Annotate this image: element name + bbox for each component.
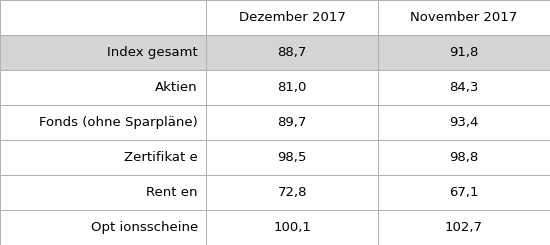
Bar	[0, 0, 206, 35]
Text: Opt ionsscheine: Opt ionsscheine	[91, 221, 198, 234]
Bar	[0, 210, 206, 245]
Bar	[206, 0, 378, 35]
Text: 93,4: 93,4	[449, 116, 478, 129]
Text: 98,8: 98,8	[449, 151, 478, 164]
Text: Fonds (ohne Sparpläne): Fonds (ohne Sparpläne)	[39, 116, 198, 129]
Bar	[378, 105, 550, 140]
Bar	[378, 35, 550, 70]
Bar	[0, 35, 206, 70]
Text: 91,8: 91,8	[449, 46, 478, 59]
Bar	[378, 210, 550, 245]
Text: 81,0: 81,0	[278, 81, 307, 94]
Bar	[378, 140, 550, 175]
Bar	[0, 175, 206, 210]
Text: 102,7: 102,7	[445, 221, 483, 234]
Bar	[378, 0, 550, 35]
Text: Rent en: Rent en	[146, 186, 198, 199]
Bar	[206, 140, 378, 175]
Bar	[206, 175, 378, 210]
Bar	[206, 70, 378, 105]
Text: 100,1: 100,1	[273, 221, 311, 234]
Bar	[378, 70, 550, 105]
Bar	[206, 35, 378, 70]
Bar	[0, 105, 206, 140]
Bar	[378, 175, 550, 210]
Text: 72,8: 72,8	[277, 186, 307, 199]
Text: 88,7: 88,7	[278, 46, 307, 59]
Text: 98,5: 98,5	[278, 151, 307, 164]
Text: Dezember 2017: Dezember 2017	[239, 11, 345, 24]
Text: Zertifikat e: Zertifikat e	[124, 151, 198, 164]
Text: Aktien: Aktien	[155, 81, 198, 94]
Bar	[0, 140, 206, 175]
Text: 67,1: 67,1	[449, 186, 479, 199]
Bar	[206, 210, 378, 245]
Text: November 2017: November 2017	[410, 11, 518, 24]
Bar	[206, 105, 378, 140]
Text: 89,7: 89,7	[278, 116, 307, 129]
Text: Index gesamt: Index gesamt	[107, 46, 198, 59]
Bar	[0, 70, 206, 105]
Text: 84,3: 84,3	[449, 81, 478, 94]
